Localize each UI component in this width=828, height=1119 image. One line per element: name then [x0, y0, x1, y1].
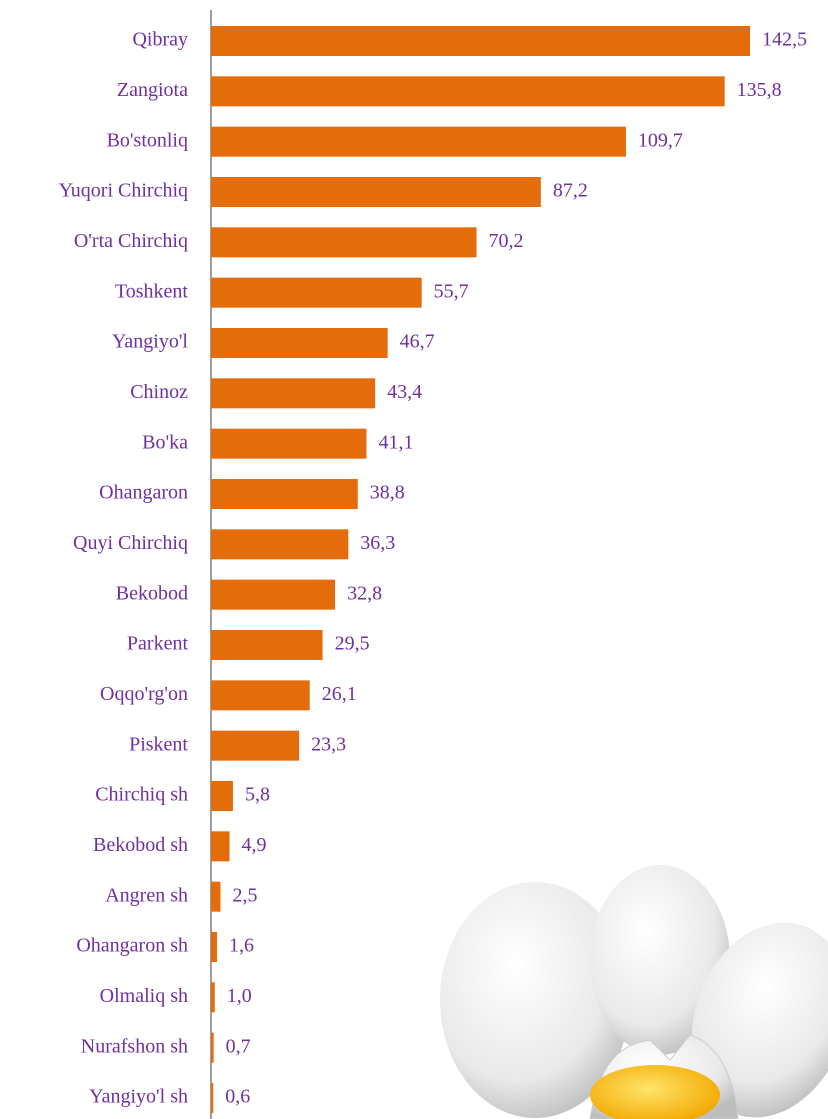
category-label: Nurafshon sh	[81, 1035, 188, 1057]
bar	[211, 831, 230, 862]
value-label: 70,2	[489, 230, 524, 252]
bar	[211, 328, 388, 358]
bar	[211, 76, 725, 107]
value-label: 26,1	[322, 683, 357, 705]
bar	[211, 277, 422, 308]
value-label: 38,8	[370, 482, 405, 504]
value-label: 109,7	[638, 129, 683, 151]
category-label: Bo'stonliq	[107, 129, 188, 151]
value-label: 5,8	[245, 784, 270, 806]
category-label: Yangiyo'l	[112, 331, 188, 353]
bar	[211, 781, 233, 811]
bar	[211, 730, 300, 761]
value-label: 23,3	[311, 733, 346, 755]
category-label: Bekobod	[116, 582, 188, 604]
category-label: Ohangaron	[99, 482, 188, 504]
value-label: 55,7	[434, 280, 469, 302]
value-label: 36,3	[360, 532, 395, 554]
category-label: Toshkent	[115, 280, 188, 302]
bar	[211, 630, 323, 660]
eggs-illustration	[440, 865, 828, 1119]
bar	[211, 177, 541, 207]
value-label: 2,5	[232, 884, 257, 906]
value-label: 29,5	[335, 633, 370, 655]
bar	[211, 26, 750, 56]
value-label: 32,8	[347, 582, 382, 604]
bar	[211, 1083, 214, 1113]
category-label: Quyi Chirchiq	[73, 532, 188, 554]
bar	[211, 428, 367, 459]
bar	[211, 126, 626, 157]
category-label: Bo'ka	[142, 431, 188, 453]
bar	[211, 1032, 214, 1063]
category-label: Chinoz	[130, 381, 188, 403]
category-label: Zangiota	[117, 79, 188, 101]
category-label: O'rta Chirchiq	[74, 230, 188, 252]
category-label: Angren sh	[105, 884, 188, 906]
value-label: 46,7	[400, 331, 435, 353]
value-label: 1,0	[227, 985, 252, 1007]
value-label: 43,4	[387, 381, 422, 403]
value-label: 0,7	[226, 1035, 251, 1057]
value-label: 135,8	[737, 79, 782, 101]
value-label: 1,6	[229, 935, 254, 957]
category-label: Bekobod sh	[93, 834, 188, 856]
category-label: Olmaliq sh	[100, 985, 188, 1007]
value-label: 0,6	[225, 1086, 250, 1108]
bar	[211, 529, 349, 560]
value-label: 142,5	[762, 29, 807, 51]
value-label: 4,9	[242, 834, 267, 856]
category-label: Qibray	[132, 29, 188, 51]
category-label: Yangiyo'l sh	[89, 1086, 188, 1108]
bar	[211, 579, 336, 610]
bar	[211, 881, 221, 912]
category-label: Yuqori Chirchiq	[59, 180, 188, 202]
category-label: Oqqo'rg'on	[100, 683, 188, 705]
category-label: Piskent	[129, 733, 188, 755]
bar	[211, 932, 218, 962]
category-label: Chirchiq sh	[95, 784, 188, 806]
bar	[211, 479, 358, 509]
bar	[211, 680, 310, 711]
category-label: Parkent	[127, 633, 189, 655]
value-label: 87,2	[553, 180, 588, 202]
category-label: Ohangaron sh	[76, 935, 188, 957]
bar	[211, 227, 477, 258]
value-label: 41,1	[378, 431, 413, 453]
bar	[211, 982, 215, 1013]
bar	[211, 378, 376, 409]
